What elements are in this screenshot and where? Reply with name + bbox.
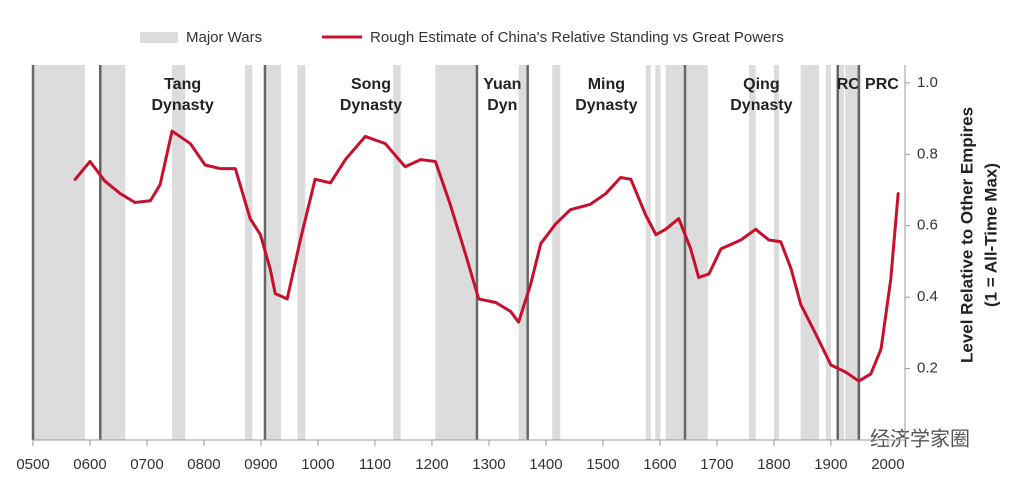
war-band (245, 65, 253, 440)
dynasty-label: Dynasty (151, 97, 213, 114)
x-tick-label: 2000 (871, 456, 904, 473)
dynasty-label: PRC (865, 76, 899, 93)
x-tick-label: 1700 (700, 456, 733, 473)
dynasty-label: Dynasty (575, 97, 637, 114)
dynasty-label: Qing (743, 76, 779, 93)
war-band (297, 65, 306, 440)
x-tick-label: 1200 (415, 456, 448, 473)
war-band (748, 65, 756, 440)
dynasty-label: Dynasty (340, 97, 402, 114)
x-tick-label: 0900 (244, 456, 277, 473)
legend-label: Rough Estimate of China's Relative Stand… (370, 29, 784, 46)
dynasty-label: Song (351, 76, 391, 93)
x-tick-label: 1100 (359, 456, 391, 473)
war-band (264, 65, 281, 440)
dynasty-label: Tang (164, 76, 201, 93)
x-tick-label: 1000 (301, 456, 334, 473)
war-band (100, 65, 126, 440)
watermark: 经济学家圈 (870, 427, 970, 450)
x-tick-label: 1600 (643, 456, 676, 473)
x-tick-label: 0500 (16, 456, 49, 473)
dynasty-label: Dynasty (730, 97, 792, 114)
war-band (645, 65, 651, 440)
y-tick-label: 0.6 (917, 217, 938, 234)
x-tick-label: 1300 (472, 456, 505, 473)
war-band (800, 65, 819, 440)
x-tick-label: 1500 (586, 456, 619, 473)
war-band (172, 65, 186, 440)
war-band (838, 65, 845, 440)
war-band (552, 65, 561, 440)
x-tick-label: 1400 (529, 456, 562, 473)
y-tick-label: 0.8 (917, 145, 938, 162)
war-band (825, 65, 831, 440)
war-band (773, 65, 780, 440)
war-band (665, 65, 686, 440)
legend-label: Major Wars (186, 29, 262, 46)
y-tick-label: 0.2 (917, 360, 938, 377)
dynasty-label: Ming (588, 76, 625, 93)
x-tick-label: 0700 (130, 456, 163, 473)
series-line (73, 129, 900, 383)
y-tick-label: 0.4 (917, 288, 938, 305)
war-band (845, 65, 861, 440)
dynasty-label: Yuan (483, 76, 521, 93)
x-tick-label: 0600 (73, 456, 106, 473)
war-band (518, 65, 528, 440)
y-axis-label: Level Relative to Other Empires (957, 107, 976, 363)
dynasty-label: RC (837, 76, 861, 93)
y-tick-label: 1.0 (917, 74, 938, 91)
war-band (685, 65, 708, 440)
dynasty-label: Dyn (487, 97, 517, 114)
war-band (655, 65, 661, 440)
x-tick-label: 1900 (814, 456, 847, 473)
war-band (33, 65, 85, 440)
legend-swatch (140, 32, 178, 43)
y-axis-label: (1 = All-Time Max) (981, 163, 1000, 307)
x-tick-label: 1800 (757, 456, 790, 473)
war-band (393, 65, 401, 440)
war-band (435, 65, 477, 440)
x-tick-label: 0800 (187, 456, 220, 473)
